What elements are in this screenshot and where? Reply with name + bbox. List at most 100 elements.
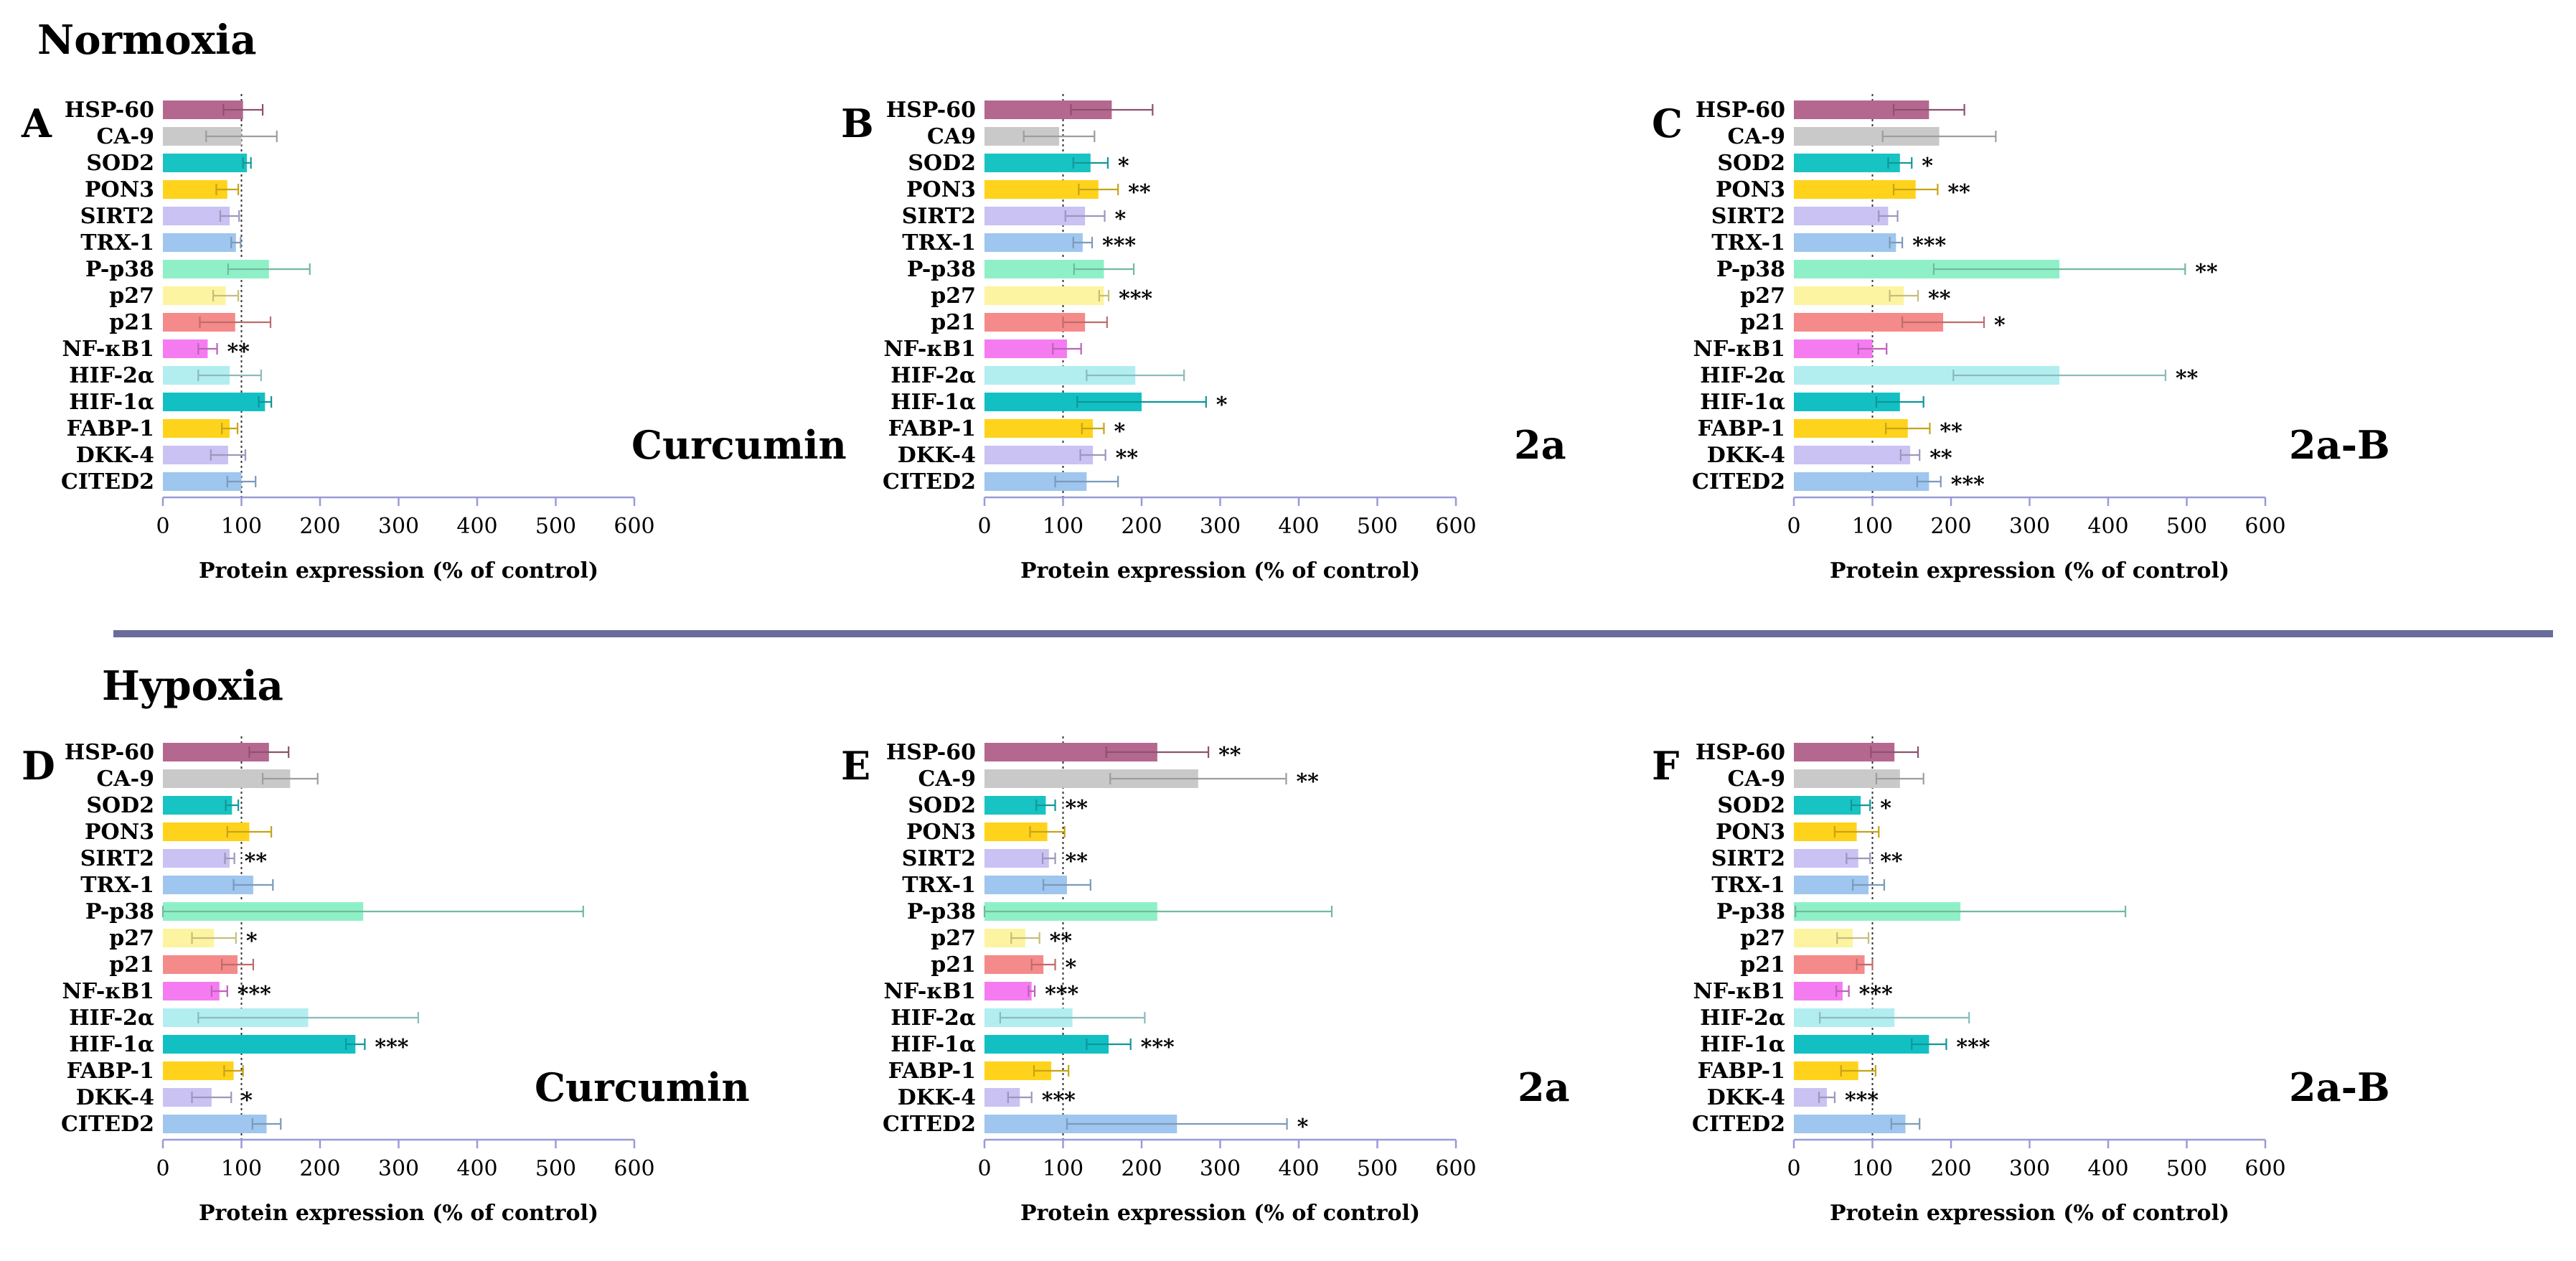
category-label: CITED2 <box>61 1112 154 1137</box>
category-label: HIF-2α <box>890 1005 976 1031</box>
category-label: HSP-60 <box>1696 98 1785 123</box>
category-label: HIF-1α <box>69 390 154 415</box>
significance-marker: *** <box>1912 233 1946 258</box>
significance-marker: ** <box>1928 286 1951 311</box>
significance-marker: ** <box>1929 446 1952 471</box>
x-tick-label: 500 <box>2166 514 2207 539</box>
x-tick-label: 500 <box>2166 1156 2207 1181</box>
bar <box>984 982 1032 1000</box>
x-tick-label: 600 <box>614 514 654 539</box>
treatment-label: 2a <box>1518 1064 1570 1110</box>
significance-marker: ** <box>1066 849 1089 874</box>
category-label: PON3 <box>1716 177 1785 202</box>
x-axis-label: Protein expression (% of control) <box>1830 1201 2229 1226</box>
category-label: p21 <box>1740 310 1785 335</box>
bar <box>163 1035 356 1054</box>
bar <box>163 1061 234 1080</box>
category-label: SIRT2 <box>80 204 154 229</box>
significance-marker: *** <box>1845 1088 1879 1113</box>
treatment-label: Curcumin <box>631 422 847 468</box>
x-tick-label: 100 <box>1852 1156 1893 1181</box>
x-tick-label: 0 <box>156 1156 169 1181</box>
significance-marker: ** <box>2195 260 2218 285</box>
category-label: CITED2 <box>1692 469 1785 494</box>
x-tick-label: 100 <box>1852 514 1893 539</box>
category-label: SOD2 <box>1717 793 1785 818</box>
x-tick-label: 300 <box>1200 1156 1241 1181</box>
category-label: CITED2 <box>1692 1112 1785 1137</box>
bar <box>984 233 1083 252</box>
significance-marker: ** <box>227 339 250 365</box>
category-label: HSP-60 <box>886 98 976 123</box>
category-label: FABP-1 <box>67 416 154 441</box>
x-axis-label: Protein expression (% of control) <box>199 1201 598 1226</box>
category-label: NF-κB1 <box>1693 979 1785 1004</box>
significance-marker: ** <box>245 849 268 874</box>
x-tick-label: 600 <box>614 1156 654 1181</box>
x-tick-label: 100 <box>1043 514 1083 539</box>
bar <box>163 419 230 438</box>
significance-marker: *** <box>1045 982 1078 1007</box>
bar <box>1794 233 1896 252</box>
significance-marker: *** <box>1042 1088 1076 1113</box>
x-tick-label: 300 <box>1200 514 1241 539</box>
x-tick-label: 400 <box>1278 514 1319 539</box>
category-label: HIF-1α <box>890 390 976 415</box>
bar <box>1794 796 1861 815</box>
x-tick-label: 200 <box>299 514 340 539</box>
significance-marker: * <box>1297 1115 1309 1140</box>
bar <box>163 207 230 225</box>
bar <box>1794 982 1843 1000</box>
category-label: NF-κB1 <box>62 337 154 362</box>
significance-marker: *** <box>1141 1035 1175 1060</box>
significance-marker: ** <box>1296 769 1319 794</box>
significance-marker: *** <box>1859 982 1893 1007</box>
x-tick-label: 500 <box>1357 514 1398 539</box>
category-label: PON3 <box>906 177 976 202</box>
x-tick-label: 600 <box>1435 1156 1476 1181</box>
x-tick-label: 300 <box>378 514 419 539</box>
significance-marker: *** <box>1102 233 1136 258</box>
category-label: HIF-2α <box>890 363 976 388</box>
panel-letter: E <box>841 743 870 789</box>
category-label: TRX-1 <box>902 873 976 898</box>
x-tick-label: 200 <box>1121 514 1162 539</box>
panel-letter: F <box>1652 743 1679 789</box>
significance-marker: * <box>1115 207 1127 232</box>
significance-marker: * <box>1216 393 1228 418</box>
category-label: HIF-2α <box>69 1005 154 1031</box>
category-label: DKK-4 <box>76 1085 154 1110</box>
category-label: P-p38 <box>1716 257 1785 282</box>
category-label: SOD2 <box>86 151 154 176</box>
x-axis-label: Protein expression (% of control) <box>1020 1201 1420 1226</box>
bar <box>1794 207 1889 225</box>
bar <box>1794 472 1929 491</box>
x-tick-label: 0 <box>156 514 169 539</box>
category-label: SIRT2 <box>1711 846 1785 871</box>
category-label: HSP-60 <box>65 740 154 765</box>
x-tick-label: 500 <box>535 1156 576 1181</box>
significance-marker: * <box>1066 955 1077 980</box>
category-label: p27 <box>1740 926 1785 951</box>
category-label: CA-9 <box>1728 767 1785 792</box>
bar <box>1794 1115 1906 1133</box>
x-tick-label: 0 <box>977 1156 991 1181</box>
category-label: SOD2 <box>86 793 154 818</box>
category-label: HIF-1α <box>890 1032 976 1057</box>
category-label: CA-9 <box>918 767 976 792</box>
category-label: HIF-1α <box>69 1032 154 1057</box>
x-tick-label: 600 <box>2244 514 2285 539</box>
bar <box>163 154 248 172</box>
x-tick-label: 600 <box>1435 514 1476 539</box>
category-label: CA-9 <box>97 124 154 149</box>
category-label: HIF-2α <box>1700 1005 1785 1031</box>
bar <box>163 796 232 815</box>
category-label: CA9 <box>927 124 976 149</box>
x-tick-label: 300 <box>2009 514 2050 539</box>
category-label: P-p38 <box>907 257 976 282</box>
x-axis-label: Protein expression (% of control) <box>1020 558 1420 583</box>
category-label: SOD2 <box>908 151 976 176</box>
significance-marker: ** <box>2176 366 2199 391</box>
category-label: CITED2 <box>61 469 154 494</box>
